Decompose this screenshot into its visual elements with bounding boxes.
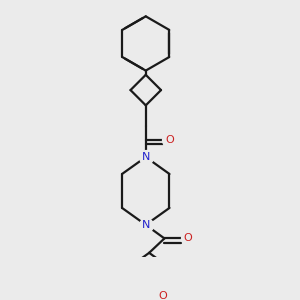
- Text: N: N: [142, 220, 150, 230]
- Text: O: O: [184, 233, 193, 243]
- Text: O: O: [165, 135, 174, 145]
- Text: N: N: [142, 152, 150, 162]
- Text: O: O: [159, 291, 167, 300]
